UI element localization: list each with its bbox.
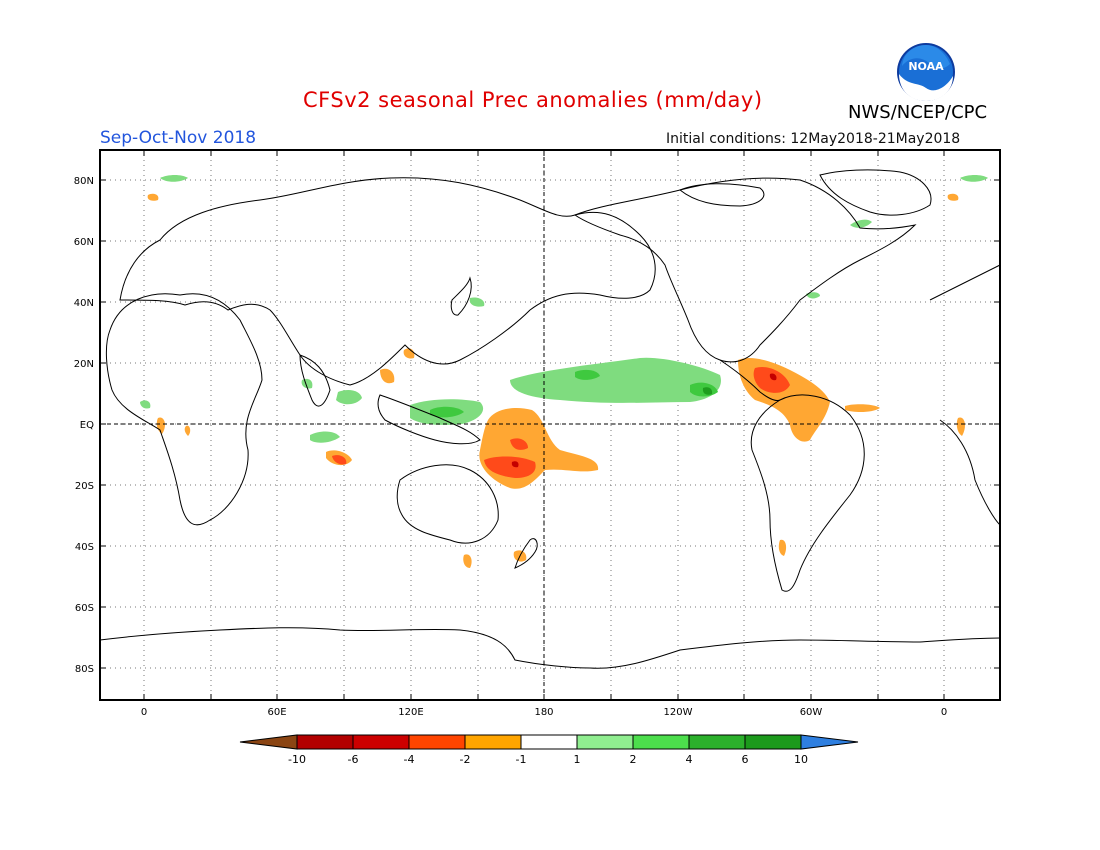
legend-tick-label: -10 <box>288 753 306 766</box>
longitude-labels: 0 60E 120E 180 120W 60W 0 <box>141 707 947 718</box>
legend-tick-label: -2 <box>460 753 471 766</box>
max-positive-anomaly-areas <box>702 387 713 395</box>
legend-swatch <box>296 734 354 750</box>
legend-swatch <box>352 734 410 750</box>
legend-arrow-left <box>239 734 298 750</box>
lon-label: 60E <box>267 707 286 718</box>
lat-label: 60S <box>75 603 94 614</box>
coastline-south-america <box>750 394 865 592</box>
legend-swatch <box>632 734 690 750</box>
agency-label: NWS/NCEP/CPC <box>848 102 988 123</box>
coastline-india <box>299 354 331 407</box>
coastline-japan <box>450 276 472 316</box>
legend-tick-label: 4 <box>686 753 693 766</box>
coastline-north-america <box>573 177 917 363</box>
legend-swatch <box>408 734 466 750</box>
lat-label: 80N <box>74 176 94 187</box>
lat-label: 20N <box>74 359 94 370</box>
lon-label: 60W <box>800 707 823 718</box>
coastlines <box>99 169 1001 669</box>
positive-anomaly-areas <box>140 175 988 443</box>
map-gridlines <box>100 150 1000 700</box>
logo-text: NOAA <box>908 60 944 73</box>
coastline-greenland <box>819 169 932 216</box>
axis-ticks <box>100 150 1000 700</box>
lat-label: 20S <box>75 481 94 492</box>
coastline-africa-east-edge <box>939 419 1001 526</box>
coastline-new-zealand <box>514 538 538 569</box>
legend-arrow-right <box>800 734 859 750</box>
legend-tick-label: -4 <box>404 753 415 766</box>
precip-anomaly-shading <box>140 175 988 568</box>
lat-label: 60N <box>74 237 94 248</box>
lat-label: 40S <box>75 542 94 553</box>
lon-label: 180 <box>534 707 553 718</box>
lat-label: 40N <box>74 298 94 309</box>
max-negative-anomaly-areas <box>511 373 777 468</box>
legend-tick-label: 1 <box>574 753 581 766</box>
coastline-eurasia <box>119 177 656 386</box>
coastline-antarctica <box>99 627 1001 669</box>
legend-tick-label: 6 <box>742 753 749 766</box>
map-frame <box>99 149 1001 701</box>
coastline-europe-east-edge <box>929 264 1001 301</box>
legend-tick-label: 2 <box>630 753 637 766</box>
coastline-africa <box>105 293 263 526</box>
legend-swatch <box>744 734 802 750</box>
figure-title: CFSv2 seasonal Prec anomalies (mm/day) <box>303 88 763 112</box>
legend-swatch <box>520 734 578 750</box>
lat-label: 80S <box>75 664 94 675</box>
initial-conditions-label: Initial conditions: 12May2018-21May2018 <box>666 131 961 147</box>
coastline-australia <box>396 464 499 544</box>
legend-tick-label: 10 <box>794 753 808 766</box>
strong-negative-anomaly-areas <box>332 366 790 478</box>
lon-label: 0 <box>141 707 147 718</box>
legend-tick-label: -6 <box>348 753 359 766</box>
lon-label: 120W <box>664 707 693 718</box>
legend-tick-label: -1 <box>516 753 527 766</box>
coastline-arctic-islands <box>679 183 765 207</box>
coastline-central-america <box>719 359 781 401</box>
coastline-indonesia <box>377 394 481 445</box>
legend-swatch <box>688 734 746 750</box>
latitude-labels: 80N 60N 40N 20N EQ 20S 40S 60S 80S <box>74 176 94 675</box>
lat-label: EQ <box>80 420 94 431</box>
season-label: Sep-Oct-Nov 2018 <box>100 128 257 148</box>
lon-label: 120E <box>398 707 423 718</box>
noaa-logo: NOAA <box>897 43 955 101</box>
legend-labels: -10 -6 -4 -2 -1 1 2 4 6 10 <box>288 753 808 766</box>
legend-swatch <box>576 734 634 750</box>
legend-swatch <box>464 734 522 750</box>
color-legend <box>239 734 859 750</box>
lon-label: 0 <box>941 707 947 718</box>
